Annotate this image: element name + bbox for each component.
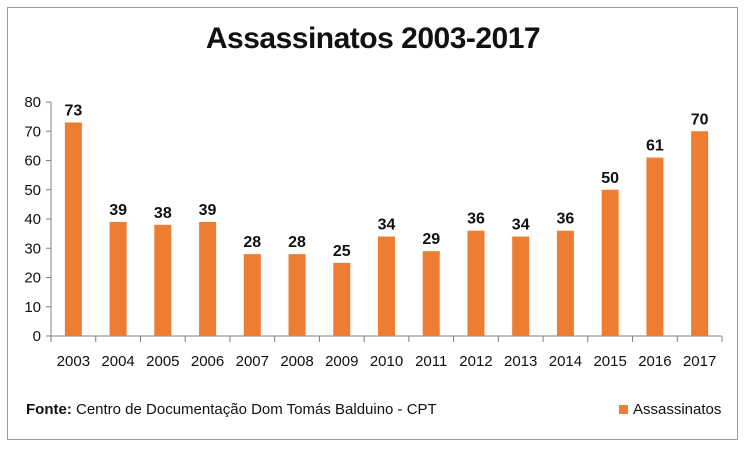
y-tick-label: 10 — [24, 299, 41, 316]
bar — [333, 262, 351, 336]
data-label: 50 — [601, 170, 619, 187]
source-note: Fonte: Centro de Documentação Dom Tomás … — [26, 401, 437, 418]
bar — [646, 157, 664, 336]
data-label: 34 — [378, 217, 396, 234]
y-tick-label: 0 — [33, 328, 41, 345]
x-tick-label: 2011 — [415, 353, 447, 370]
y-tick-label: 60 — [24, 153, 41, 170]
x-tick-label: 2013 — [504, 353, 537, 370]
data-label: 73 — [64, 102, 82, 119]
x-tick-label: 2014 — [549, 353, 582, 370]
x-tick-label: 2009 — [325, 353, 358, 370]
x-tick-label: 2003 — [57, 353, 90, 370]
bar — [556, 230, 574, 336]
data-label: 36 — [467, 211, 485, 228]
bar — [691, 131, 709, 336]
x-tick-label: 2004 — [101, 353, 134, 370]
data-label: 39 — [109, 202, 127, 219]
bar — [467, 230, 485, 336]
data-label: 38 — [154, 205, 172, 222]
x-tick-label: 2007 — [236, 353, 269, 370]
y-tick-label: 80 — [24, 94, 41, 111]
legend: Assassinatos — [619, 401, 721, 418]
chart-title: Assassinatos 2003-2017 — [205, 22, 541, 55]
bar — [512, 236, 530, 336]
data-label: 39 — [199, 202, 217, 219]
bar — [422, 251, 440, 336]
x-tick-label: 2010 — [370, 353, 403, 370]
y-tick-label: 30 — [24, 240, 41, 257]
y-tick-label: 70 — [24, 123, 41, 140]
x-tick-label: 2005 — [146, 353, 179, 370]
bar — [154, 224, 172, 336]
x-tick-label: 2006 — [191, 353, 224, 370]
bar — [109, 221, 127, 336]
x-tick-label: 2008 — [280, 353, 313, 370]
bar — [601, 189, 619, 336]
x-tick-label: 2016 — [638, 353, 671, 370]
data-label: 28 — [243, 234, 261, 251]
bar — [288, 254, 306, 336]
y-tick-label: 50 — [24, 182, 41, 199]
legend-swatch — [619, 405, 628, 414]
y-tick-label: 40 — [24, 211, 41, 228]
x-tick-label: 2017 — [683, 353, 716, 370]
bar — [378, 236, 395, 336]
data-label: 34 — [512, 217, 530, 234]
bar — [64, 122, 82, 336]
data-label: 29 — [422, 231, 440, 248]
bar — [243, 254, 261, 336]
data-label: 25 — [333, 243, 351, 260]
y-tick-label: 20 — [24, 270, 41, 287]
data-label: 36 — [557, 211, 575, 228]
bar — [199, 221, 217, 336]
x-tick-label: 2012 — [459, 353, 492, 370]
source-text: Centro de Documentação Dom Tomás Balduin… — [71, 401, 437, 418]
source-label: Fonte: — [26, 401, 72, 418]
legend-label: Assassinatos — [633, 401, 722, 418]
x-tick-label: 2015 — [593, 353, 626, 370]
data-label: 70 — [691, 111, 709, 128]
data-label: 28 — [288, 234, 306, 251]
data-label: 61 — [646, 138, 664, 155]
